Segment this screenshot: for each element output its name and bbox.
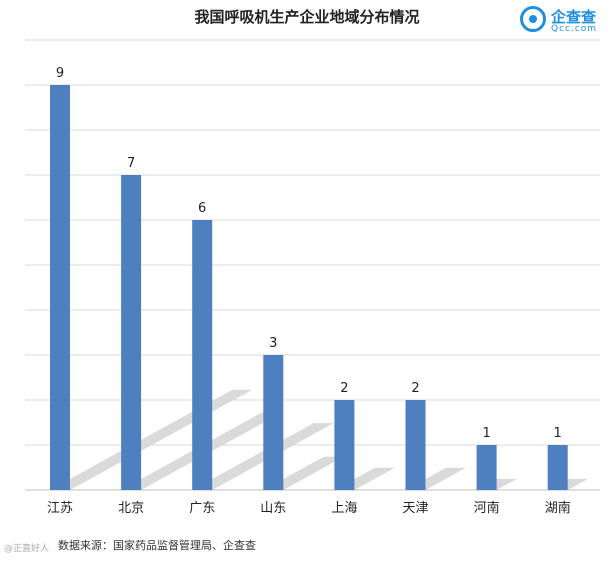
data-label: 1 [554, 426, 562, 441]
data-label: 6 [198, 201, 206, 216]
data-label: 2 [411, 381, 419, 396]
x-tick-label: 湖南 [545, 500, 571, 516]
x-tick-label: 河南 [474, 500, 500, 516]
qcc-logo-icon [520, 6, 546, 32]
logo-sub: Qcc.com [551, 24, 598, 34]
bar [121, 175, 142, 490]
bar [263, 355, 284, 490]
x-tick-label: 江苏 [47, 500, 73, 516]
data-source-note: 数据来源：国家药品监督管理局、企查查 [58, 539, 256, 552]
x-tick-label: 山东 [260, 501, 286, 516]
data-label: 1 [482, 426, 490, 441]
logo-name: 企查查 [551, 8, 597, 26]
qcc-logo: 企查查 Qcc.com [520, 4, 610, 38]
bar [334, 400, 355, 490]
data-label: 9 [56, 66, 64, 81]
x-tick-label: 广东 [189, 501, 215, 516]
bar [50, 85, 70, 490]
bar-shadow [263, 456, 345, 490]
bar [405, 400, 426, 490]
bar [192, 220, 213, 490]
chart-title: 我国呼吸机生产企业地域分布情况 [194, 8, 420, 26]
data-label: 3 [269, 336, 277, 351]
bar-shadow [192, 423, 334, 490]
bar [547, 445, 568, 490]
x-tick-label: 上海 [331, 501, 357, 516]
bar [476, 445, 497, 490]
watermark: @正直好人 [4, 544, 50, 554]
x-tick-label: 北京 [118, 501, 144, 516]
x-tick-label: 天津 [402, 501, 428, 516]
data-label: 7 [127, 156, 135, 171]
data-label: 2 [340, 381, 348, 396]
